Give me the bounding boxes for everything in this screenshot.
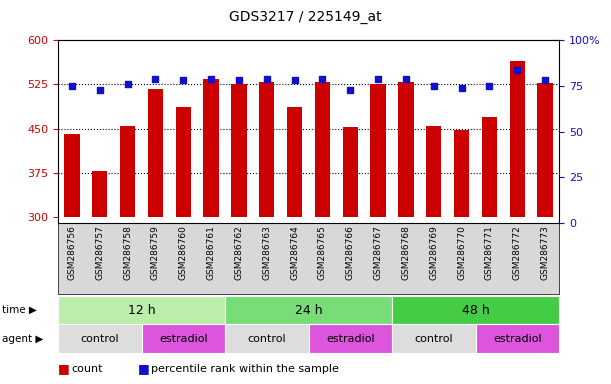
Point <box>373 76 383 82</box>
Text: 12 h: 12 h <box>128 304 155 316</box>
Bar <box>454 130 469 217</box>
Bar <box>92 171 108 217</box>
Bar <box>203 79 219 217</box>
Point <box>429 83 439 89</box>
Bar <box>398 81 414 217</box>
Text: ■: ■ <box>58 362 70 375</box>
Bar <box>315 81 330 217</box>
Text: time ▶: time ▶ <box>2 305 37 315</box>
Text: ■: ■ <box>137 362 149 375</box>
Text: control: control <box>247 334 286 344</box>
Point <box>540 78 550 84</box>
Text: 48 h: 48 h <box>462 304 489 316</box>
Text: 24 h: 24 h <box>295 304 323 316</box>
Bar <box>343 127 358 217</box>
Bar <box>64 134 79 217</box>
Text: GDS3217 / 225149_at: GDS3217 / 225149_at <box>229 10 382 23</box>
Text: estradiol: estradiol <box>159 334 208 344</box>
Point <box>150 76 160 82</box>
Point <box>95 86 104 93</box>
Bar <box>426 126 442 217</box>
Text: estradiol: estradiol <box>326 334 375 344</box>
Point <box>401 76 411 82</box>
Bar <box>370 84 386 217</box>
Text: percentile rank within the sample: percentile rank within the sample <box>151 364 338 374</box>
Text: control: control <box>81 334 119 344</box>
Text: count: count <box>71 364 103 374</box>
Bar <box>538 83 553 217</box>
Point <box>513 66 522 73</box>
Bar <box>120 126 135 217</box>
Point <box>178 78 188 84</box>
Bar <box>287 107 302 217</box>
Bar <box>482 117 497 217</box>
Point <box>290 78 299 84</box>
Point <box>485 83 494 89</box>
Point <box>234 78 244 84</box>
Bar <box>148 89 163 217</box>
Point <box>123 81 133 87</box>
Bar <box>510 61 525 217</box>
Point <box>262 76 272 82</box>
Point <box>207 76 216 82</box>
Point <box>318 76 327 82</box>
Bar <box>175 107 191 217</box>
Point <box>457 85 467 91</box>
Bar <box>259 81 274 217</box>
Bar <box>232 84 247 217</box>
Text: control: control <box>414 334 453 344</box>
Point <box>345 86 355 93</box>
Text: estradiol: estradiol <box>493 334 541 344</box>
Point <box>67 83 77 89</box>
Text: agent ▶: agent ▶ <box>2 334 43 344</box>
